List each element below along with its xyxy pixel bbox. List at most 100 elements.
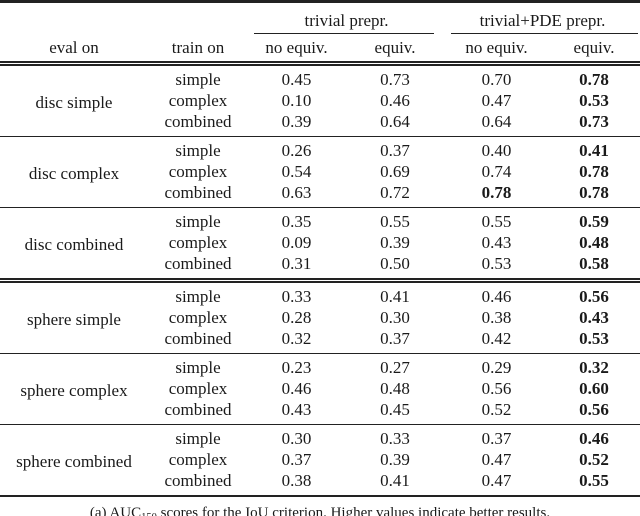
value-cell: 0.63 — [281, 183, 312, 202]
train-on-cell: complex — [168, 233, 228, 252]
value-cell: 0.47 — [481, 91, 512, 110]
table-row: combined 0.31 0.50 0.53 0.58 — [0, 253, 640, 281]
value-cell: 0.78 — [481, 183, 512, 202]
eval-on-cell: sphere complex — [0, 353, 148, 425]
value-cell: 0.38 — [481, 308, 512, 327]
header-no-equiv-1: no equiv. — [248, 34, 345, 66]
table-group: disc combined simple 0.35 0.55 0.55 0.59 compl… — [0, 207, 640, 281]
column-group-trivial-label: trivial prepr. — [304, 11, 389, 30]
value-cell: 0.42 — [481, 329, 512, 348]
value-cell: 0.50 — [380, 254, 410, 273]
table-row: combined 0.38 0.41 0.47 0.55 — [0, 470, 640, 496]
empty-header-cell — [0, 2, 148, 35]
train-on-cell: simple — [148, 136, 248, 161]
header-equiv-2: equiv. — [548, 34, 640, 66]
table-row: complex 0.09 0.39 0.43 0.48 — [0, 232, 640, 253]
value-cell: 0.47 — [481, 471, 512, 490]
value-cell: 0.37 — [380, 329, 410, 348]
value-cell: 0.37 — [281, 450, 312, 469]
value-cell: 0.39 — [281, 112, 312, 131]
value-cell: 0.27 — [345, 353, 445, 378]
train-on-cell: complex — [168, 91, 228, 110]
value-cell: 0.38 — [281, 471, 312, 490]
eval-on-cell: sphere simple — [0, 278, 148, 354]
value-cell: 0.41 — [345, 278, 445, 307]
value-cell: 0.53 — [579, 329, 609, 348]
value-cell: 0.69 — [380, 162, 410, 181]
value-cell: 0.59 — [548, 207, 640, 232]
table-row: sphere combined simple 0.30 0.33 0.37 0.46 — [0, 424, 640, 496]
value-cell: 0.70 — [481, 70, 512, 89]
value-cell: 0.37 — [445, 424, 548, 449]
value-cell: 0.23 — [248, 353, 345, 378]
table-row: disc combined simple 0.35 0.55 0.55 0.59 — [0, 207, 640, 281]
header-eval-on: eval on — [0, 34, 148, 66]
value-cell: 0.45 — [281, 70, 312, 89]
table-row: combined 0.43 0.45 0.52 0.56 — [0, 399, 640, 425]
table-header: trivial prepr. trivial+PDE prepr. eval o… — [0, 2, 640, 66]
value-cell: 0.26 — [248, 136, 345, 161]
table-row: sphere complex simple 0.23 0.27 0.29 0.32 — [0, 353, 640, 425]
value-cell: 0.78 — [579, 183, 609, 202]
value-cell: 0.37 — [345, 136, 445, 161]
table-row: combined 0.32 0.37 0.42 0.53 — [0, 328, 640, 354]
train-on-cell: combined — [164, 329, 232, 348]
train-on-cell: combined — [164, 400, 232, 419]
train-on-cell: complex — [168, 162, 228, 181]
value-cell: 0.74 — [481, 162, 512, 181]
train-on-cell: complex — [168, 308, 228, 327]
table-row: disc complex simple 0.26 0.37 0.40 0.41 — [0, 136, 640, 208]
header-train-on: train on — [148, 34, 248, 66]
train-on-cell: simple — [148, 278, 248, 307]
value-cell: 0.41 — [380, 471, 410, 490]
value-cell: 0.46 — [281, 379, 312, 398]
value-cell: 0.64 — [481, 112, 512, 131]
value-cell: 0.41 — [548, 136, 640, 161]
empty-header-cell — [148, 2, 248, 35]
value-cell: 0.48 — [380, 379, 410, 398]
value-cell: 0.33 — [248, 278, 345, 307]
column-group-trivial-pde-label: trivial+PDE prepr. — [479, 11, 606, 30]
value-cell: 0.47 — [481, 450, 512, 469]
table-row: sphere simple simple 0.33 0.41 0.46 0.56 — [0, 278, 640, 354]
value-cell: 0.46 — [380, 91, 410, 110]
value-cell: 0.53 — [579, 91, 609, 110]
train-on-cell: complex — [168, 450, 228, 469]
value-cell: 0.39 — [380, 233, 410, 252]
value-cell: 0.53 — [481, 254, 512, 273]
table-row: complex 0.54 0.69 0.74 0.78 — [0, 161, 640, 182]
value-cell: 0.32 — [281, 329, 312, 348]
column-group-trivial: trivial prepr. — [248, 2, 445, 35]
value-cell: 0.78 — [579, 162, 609, 181]
train-on-cell: combined — [164, 254, 232, 273]
eval-on-cell: disc combined — [0, 207, 148, 281]
value-cell: 0.30 — [380, 308, 410, 327]
value-cell: 0.40 — [445, 136, 548, 161]
caption-prefix: (a) AUC — [89, 505, 142, 516]
value-cell: 0.35 — [248, 207, 345, 232]
header-equiv-1: equiv. — [345, 34, 445, 66]
value-cell: 0.72 — [380, 183, 410, 202]
train-on-cell: complex — [168, 379, 228, 398]
column-group-trivial-pde: trivial+PDE prepr. — [445, 2, 640, 35]
value-cell: 0.58 — [579, 254, 609, 273]
table-group: disc simple simple 0.45 0.73 0.70 0.78 complex… — [0, 64, 640, 137]
value-cell: 0.43 — [481, 233, 512, 252]
column-header-row: eval on train on no equiv. equiv. no equ… — [0, 34, 640, 66]
value-cell: 0.54 — [281, 162, 312, 181]
value-cell: 0.48 — [579, 233, 609, 252]
train-on-cell: combined — [164, 183, 232, 202]
table-row: complex 0.37 0.39 0.47 0.52 — [0, 449, 640, 470]
value-cell: 0.39 — [380, 450, 410, 469]
table-group: disc complex simple 0.26 0.37 0.40 0.41 comple… — [0, 136, 640, 208]
value-cell: 0.43 — [281, 400, 312, 419]
table-row: disc simple simple 0.45 0.73 0.70 0.78 — [0, 64, 640, 112]
train-on-cell: simple — [148, 207, 248, 232]
value-cell: 0.43 — [579, 308, 609, 327]
value-cell: 0.52 — [579, 450, 609, 469]
eval-on-cell: disc complex — [0, 136, 148, 208]
value-cell: 0.56 — [548, 278, 640, 307]
value-cell: 0.45 — [380, 400, 410, 419]
value-cell: 0.31 — [281, 254, 312, 273]
value-cell: 0.28 — [281, 308, 312, 327]
